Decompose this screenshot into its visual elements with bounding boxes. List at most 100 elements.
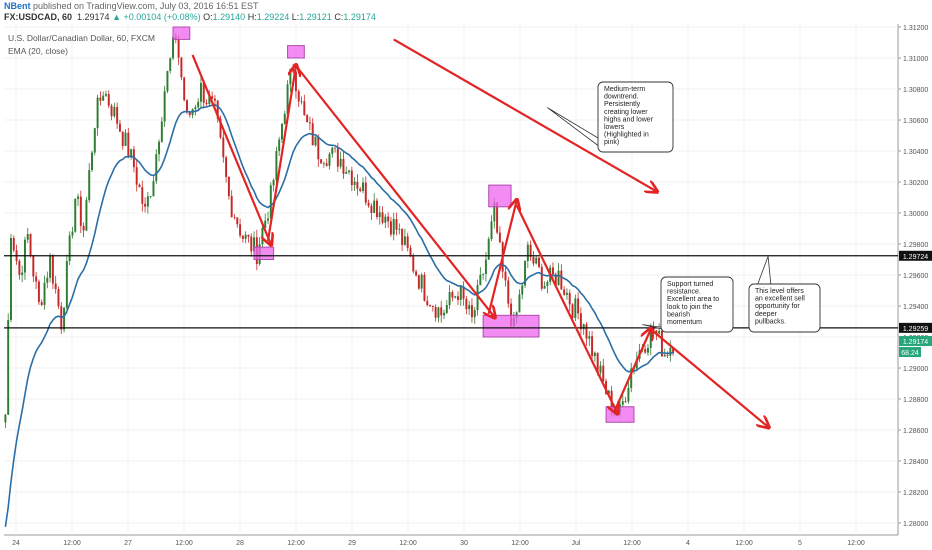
candle-body — [130, 149, 133, 158]
candle-body — [551, 267, 554, 275]
candle-body — [568, 292, 571, 305]
candle-body — [222, 137, 225, 158]
pivot-highlight — [482, 314, 540, 338]
pivot-highlight — [605, 406, 635, 423]
candle-body — [124, 132, 127, 146]
candle-body — [317, 136, 320, 160]
candle-body — [292, 68, 295, 72]
x-tick-label: 27 — [124, 540, 132, 547]
candle-body — [163, 91, 166, 122]
candle-body — [325, 163, 328, 166]
candle-body — [540, 266, 543, 289]
callout-text-line: Medium-term — [604, 86, 645, 93]
candle-body — [180, 57, 183, 78]
y-tick-label: 1.29000 — [903, 366, 928, 373]
candle-body — [26, 234, 29, 240]
x-tick-label: 12:00 — [399, 540, 417, 547]
candle-body — [213, 98, 216, 101]
candle-body — [577, 298, 580, 314]
change-arrow-icon: ▲ — [112, 12, 122, 22]
candle-body — [186, 100, 188, 112]
candle-body — [294, 71, 297, 92]
y-tick-label: 1.30400 — [903, 149, 928, 156]
candle-body — [420, 274, 423, 289]
candle-body — [225, 157, 228, 177]
candle-body — [334, 147, 337, 149]
candle-body — [264, 220, 267, 228]
candle-body — [345, 171, 348, 174]
candle-body — [563, 289, 566, 295]
pivot-highlight — [488, 184, 512, 208]
candle-body — [18, 260, 21, 275]
y-tick-label: 1.28200 — [903, 490, 928, 497]
candle-body — [160, 121, 163, 142]
candle-body — [183, 77, 186, 101]
low-label: L: — [291, 12, 300, 22]
candle-body — [169, 58, 172, 71]
callout-text-line: highs and lower — [604, 116, 654, 123]
callout-text-line: downtrend. — [604, 94, 639, 101]
x-tick-label: 30 — [460, 540, 468, 547]
candle-body — [521, 285, 524, 295]
candle-body — [219, 118, 222, 138]
candle-body — [554, 274, 557, 286]
y-tick-label: 1.31000 — [903, 56, 928, 63]
candle-body — [205, 102, 208, 104]
y-tick-label: 1.30000 — [903, 211, 928, 218]
candle-body — [127, 132, 130, 158]
candle-body — [451, 292, 454, 298]
candle-body — [582, 324, 585, 330]
candle-body — [241, 235, 244, 239]
candle-body — [624, 401, 627, 402]
candle-body — [308, 122, 311, 124]
candle-body — [362, 182, 364, 191]
ema-line — [4, 103, 674, 528]
candle-body — [227, 176, 230, 197]
level-tag — [899, 250, 932, 261]
candle-body — [208, 96, 211, 104]
candle-body — [526, 244, 529, 262]
author-name[interactable]: NBent — [4, 1, 31, 11]
candle-body — [448, 292, 451, 306]
callout-text-line: bearish — [667, 311, 690, 318]
candle-body — [202, 82, 205, 103]
callout-text-line: creating lower — [604, 109, 648, 116]
plot-area — [4, 24, 898, 535]
current-price-label: 1.29174 — [903, 339, 928, 346]
candle-body — [216, 100, 219, 119]
candle-body — [490, 221, 493, 239]
candle-body — [392, 219, 395, 235]
low-value: 1.29121 — [299, 12, 332, 22]
trend-arrow — [393, 38, 657, 191]
candle-body — [655, 330, 658, 334]
candle-body — [146, 196, 149, 207]
candle-body — [85, 200, 88, 231]
candles-group — [4, 33, 675, 429]
candle-body — [65, 261, 68, 308]
y-tick-label: 1.31200 — [903, 25, 928, 32]
candle-body — [459, 286, 462, 300]
candle-body — [599, 365, 602, 373]
trend-arrow — [266, 66, 296, 242]
candle-body — [121, 131, 124, 146]
candle-body — [102, 95, 105, 101]
candle-body — [68, 235, 71, 262]
candle-body — [546, 282, 549, 286]
candle-body — [104, 94, 107, 96]
candle-body — [267, 218, 269, 221]
candle-body — [314, 136, 317, 146]
candle-body — [289, 68, 292, 85]
x-tick-label: 5 — [798, 540, 802, 547]
candle-body — [387, 216, 390, 222]
callout-text-line: Persistently — [604, 101, 641, 108]
candle-body — [465, 298, 468, 310]
ohlc-header: FX:USDCAD, 60 1.29174 ▲ +0.00104 (+0.08%… — [4, 12, 376, 22]
candle-body — [621, 401, 624, 405]
candle-body — [669, 347, 672, 356]
candle-body — [348, 170, 351, 172]
candle-body — [607, 390, 610, 394]
callout-text-line: pink) — [604, 139, 619, 146]
x-tick-label: 12:00 — [287, 540, 305, 547]
candle-body — [328, 153, 331, 166]
